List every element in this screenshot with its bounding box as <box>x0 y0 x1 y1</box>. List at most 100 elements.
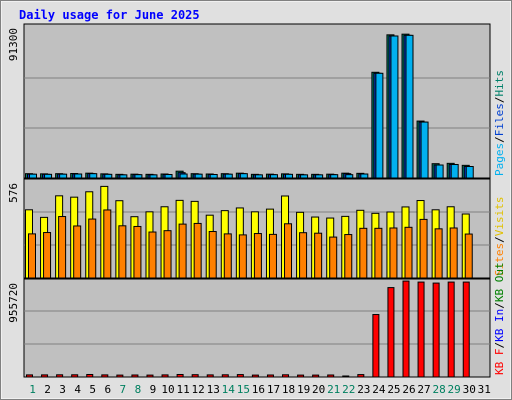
bar-pages-day-7 <box>119 174 128 179</box>
bar-kb-f-day-27 <box>417 281 425 378</box>
x-tick-label-day-28: 28 <box>432 383 445 396</box>
bar-sites-day-11 <box>178 223 187 279</box>
series-pages <box>29 34 474 179</box>
x-axis-labels: 1 2 3 4 5 6 7 8 9 10 11 12 13 14 15 16 17 18 19 20 21 22 23 24 2… <box>29 383 491 396</box>
bar-kb-f-day-6 <box>101 374 109 378</box>
x-tick-label-day-22: 22 <box>342 383 355 396</box>
bar-sites-day-7 <box>118 225 127 279</box>
axis-legend-hits-files-pages: Pages/Files/Hits <box>493 70 506 176</box>
bar-sites-day-16 <box>253 233 262 279</box>
bar-pages-day-10 <box>164 174 173 179</box>
bar-kb-f-day-25 <box>387 287 395 378</box>
x-tick-label-day-24: 24 <box>372 383 386 396</box>
bar-sites-day-28 <box>434 228 443 279</box>
x-tick-label-day-11: 11 <box>176 383 189 396</box>
bar-pages-day-27 <box>420 121 429 179</box>
y-max-label: 576 <box>7 183 20 203</box>
bar-kb-f-day-8 <box>131 374 139 378</box>
bar-sites-day-29 <box>449 227 458 279</box>
x-tick-label-day-13: 13 <box>207 383 220 396</box>
legend-segment: Files <box>493 103 506 136</box>
bar-sites-day-24 <box>374 227 383 279</box>
bar-kb-f-day-22 <box>342 375 350 378</box>
legend-segment: KB F <box>493 349 506 376</box>
bar-kb-f-day-16 <box>251 374 259 378</box>
bar-pages-day-9 <box>149 174 158 179</box>
chart-panels: 91300Pages/Files/Hits576Sites/Visits9557… <box>7 23 506 378</box>
bar-sites-day-15 <box>238 234 247 279</box>
bar-sites-day-13 <box>208 231 217 279</box>
bar-sites-day-5 <box>88 218 97 279</box>
bar-kb-f-day-30 <box>462 281 470 378</box>
bar-sites-day-20 <box>314 232 323 279</box>
x-tick-label-day-25: 25 <box>387 383 400 396</box>
bar-kb-f-day-10 <box>161 374 169 378</box>
x-tick-label-day-18: 18 <box>282 383 295 396</box>
bar-sites-day-1 <box>28 233 36 279</box>
x-tick-label-day-2: 2 <box>44 383 51 396</box>
bar-kb-f-day-7 <box>116 374 124 378</box>
bar-kb-f-day-2 <box>41 374 49 378</box>
x-tick-label-day-4: 4 <box>74 383 81 396</box>
x-tick-label-day-6: 6 <box>104 383 111 396</box>
x-tick-label-day-10: 10 <box>161 383 174 396</box>
bar-pages-day-28 <box>435 164 444 179</box>
bar-pages-day-24 <box>375 72 384 179</box>
bar-pages-day-1 <box>29 173 37 179</box>
bar-sites-day-9 <box>148 231 157 279</box>
bar-sites-day-26 <box>404 226 413 279</box>
bar-pages-day-22 <box>345 174 354 179</box>
bar-pages-day-5 <box>89 173 98 179</box>
bar-sites-day-12 <box>193 222 202 279</box>
bar-kb-f-day-9 <box>146 374 154 378</box>
bar-kb-f-day-13 <box>206 374 214 378</box>
legend-segment: KB Out <box>493 262 506 302</box>
bar-kb-f-day-24 <box>372 314 380 378</box>
bar-sites-day-3 <box>58 216 67 279</box>
bar-kb-f-day-19 <box>297 374 305 378</box>
bar-kb-f-day-3 <box>56 374 64 378</box>
legend-segment: Visits <box>493 197 506 237</box>
x-tick-label-day-27: 27 <box>417 383 430 396</box>
bar-kb-f-day-12 <box>191 374 199 378</box>
y-max-label: 955720 <box>7 283 20 323</box>
bar-kb-f-day-17 <box>266 374 274 378</box>
bar-kb-f-day-11 <box>176 373 184 378</box>
bar-sites-day-8 <box>133 225 142 279</box>
x-tick-label-day-30: 30 <box>463 383 476 396</box>
bar-pages-day-25 <box>390 35 399 179</box>
bar-sites-day-25 <box>389 227 398 279</box>
x-tick-label-day-12: 12 <box>192 383 205 396</box>
x-tick-label-day-19: 19 <box>297 383 310 396</box>
bar-sites-day-17 <box>268 233 277 279</box>
bar-sites-day-19 <box>299 232 308 279</box>
bar-sites-day-21 <box>329 236 338 279</box>
bar-sites-day-2 <box>43 232 52 279</box>
bar-kb-f-day-21 <box>327 374 335 378</box>
bar-sites-day-10 <box>163 230 172 279</box>
bar-pages-day-23 <box>360 173 369 179</box>
legend-segment: / <box>493 236 506 243</box>
legend-segment: Sites <box>493 243 506 276</box>
x-tick-label-day-15: 15 <box>237 383 250 396</box>
bar-sites-day-14 <box>223 233 232 279</box>
bar-sites-day-18 <box>284 223 293 279</box>
bar-sites-day-22 <box>344 234 353 279</box>
x-tick-label-day-20: 20 <box>312 383 325 396</box>
plot-area <box>23 278 491 378</box>
x-tick-label-day-1: 1 <box>29 383 36 396</box>
legend-segment: / <box>493 302 506 309</box>
bar-kb-f-day-18 <box>282 374 290 378</box>
bar-kb-f-day-15 <box>236 374 244 378</box>
bar-pages-day-8 <box>134 174 143 179</box>
y-max-label: 91300 <box>7 28 20 61</box>
bar-kb-f-day-26 <box>402 280 410 378</box>
x-tick-label-day-5: 5 <box>89 383 96 396</box>
x-tick-label-day-3: 3 <box>59 383 66 396</box>
bar-kb-f-day-4 <box>71 374 79 378</box>
legend-segment: Hits <box>493 70 506 97</box>
x-tick-label-day-21: 21 <box>327 383 340 396</box>
x-tick-label-day-16: 16 <box>252 383 265 396</box>
legend-segment: / <box>493 136 506 143</box>
